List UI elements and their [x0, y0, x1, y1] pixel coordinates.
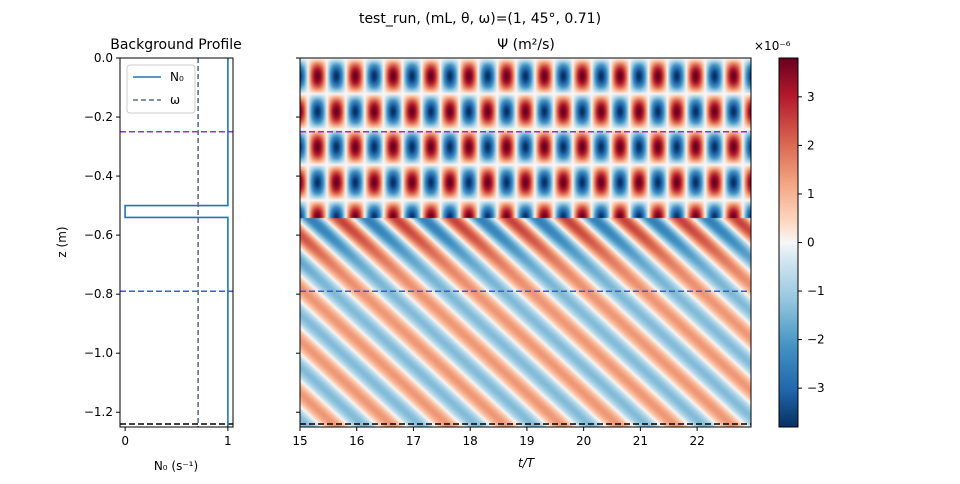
right-x-tick-label: 15 [292, 434, 307, 448]
left-series-group [124, 58, 229, 427]
left-x-tick-label: 0 [121, 434, 129, 448]
right-x-tick-label: 19 [519, 434, 534, 448]
left-y-tick-group: 0.0 −0.2 −0.4 −0.6 −0.8 −1.0 −1.2 [84, 51, 120, 419]
colorbar-tick-label: 1 [807, 187, 815, 201]
left-x-tick-label: 1 [224, 434, 232, 448]
left-reference-lines [120, 131, 233, 425]
colorbar-tick-group: 3 2 1 0 −1 −2 −3 [798, 90, 825, 395]
colorbar-tick-label: −2 [807, 333, 825, 347]
right-x-tick-group: 15 16 17 18 19 20 21 22 [292, 427, 705, 448]
colorbar-tick-label: 0 [807, 236, 815, 250]
colorbar-tick-label: −3 [807, 381, 825, 395]
right-x-tick-label: 22 [689, 434, 704, 448]
left-y-tick-label: −1.0 [84, 346, 113, 360]
colorbar-exponent-label: ×10⁻⁶ [754, 39, 791, 53]
legend-label-omega: ω [170, 93, 180, 107]
left-x-axis-label: N₀ (s⁻¹) [154, 459, 198, 473]
left-y-tick-label: −0.6 [84, 228, 113, 242]
right-reference-lines [300, 131, 751, 425]
colorbar-tick-label: 3 [807, 90, 815, 104]
right-x-tick-label: 16 [349, 434, 364, 448]
right-x-tick-label: 21 [633, 434, 648, 448]
right-panel-title: Ψ (m²/s) [497, 37, 555, 53]
colorbar-tick-label: 2 [807, 138, 815, 152]
left-y-tick-label: 0.0 [94, 51, 113, 65]
series-n0-line [124, 58, 229, 427]
left-y-tick-label: −0.4 [84, 169, 113, 183]
legend: N₀ ω [126, 64, 196, 114]
left-plot-frame [119, 57, 234, 428]
right-plot-frame [299, 57, 752, 428]
left-y-tick-label: −1.2 [84, 405, 113, 419]
right-x-tick-label: 17 [406, 434, 421, 448]
right-x-tick-label: 18 [463, 434, 478, 448]
colorbar-gradient [778, 57, 799, 428]
legend-box [126, 64, 196, 114]
psi-heatmap-panel: Ψ (m²/s) 15 16 17 18 19 20 21 22 t/T [292, 37, 752, 470]
left-y-tick-label: −0.2 [84, 110, 113, 124]
colorbar-tick-label: −1 [807, 284, 825, 298]
right-y-tick-group [296, 57, 300, 413]
figure-suptitle: test_run, (mL, θ, ω)=(1, 45°, 0.71) [359, 11, 601, 27]
left-y-tick-label: −0.8 [84, 287, 113, 301]
psi-heatmap [300, 58, 751, 427]
right-x-tick-label: 20 [576, 434, 591, 448]
colorbar: ×10⁻⁶ 3 2 1 0 −1 −2 −3 [754, 39, 825, 428]
left-y-axis-label: z (m) [55, 226, 69, 257]
right-x-axis-label: t/T [518, 456, 536, 470]
legend-label-n0: N₀ [170, 70, 184, 84]
left-panel-title: Background Profile [110, 37, 242, 53]
background-profile-panel: Background Profile 0.0 −0.2 −0.4 −0.6 −0.8 −1… [55, 37, 242, 473]
